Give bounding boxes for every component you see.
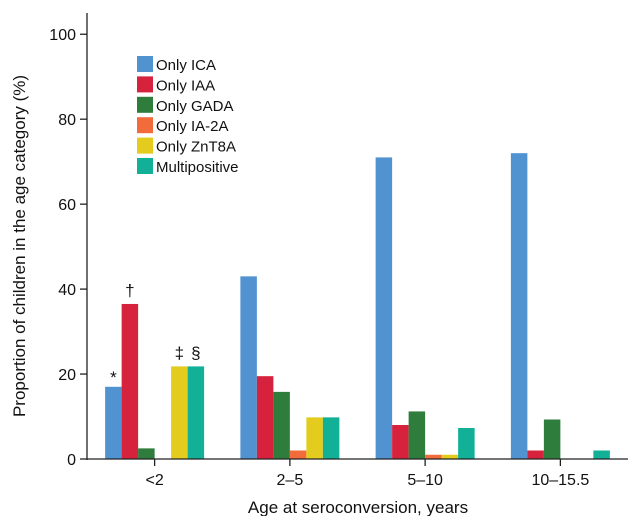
annotation-3: § xyxy=(191,343,200,362)
legend-swatch-2 xyxy=(137,96,153,113)
bar-4-2 xyxy=(441,454,459,459)
bar-5-0 xyxy=(187,366,205,459)
legend-swatch-1 xyxy=(137,76,153,93)
bar-1-2 xyxy=(392,425,409,459)
legend-label-5: Multipositive xyxy=(156,159,239,176)
y-axis-label: Proportion of children in the age catego… xyxy=(10,75,29,417)
x-tick-label-3: 10–15.5 xyxy=(531,472,589,489)
y-tick-label-3: 60 xyxy=(58,197,76,214)
legend-swatch-0 xyxy=(137,56,153,72)
x-tick-label-2: 5–10 xyxy=(407,472,443,489)
bar-2-2 xyxy=(408,411,426,459)
legend-label-4: Only ZnT8A xyxy=(156,139,236,156)
bar-1-0 xyxy=(121,303,139,459)
annotation-0: * xyxy=(110,368,117,387)
axes-layer: 0 20 40 60 80 100 <2 2–5 5–10 10–15.5 xyxy=(49,13,628,489)
bars-layer xyxy=(105,153,610,459)
bar-0-2 xyxy=(375,157,393,459)
y-tick-label-5: 100 xyxy=(49,27,76,44)
bar-2-3 xyxy=(543,419,561,459)
x-axis-label: Age at seroconversion, years xyxy=(248,498,468,516)
annotation-2: ‡ xyxy=(175,343,184,362)
legend-swatch-3 xyxy=(137,117,153,134)
annotation-1: † xyxy=(125,281,134,300)
y-tick-label-1: 20 xyxy=(58,367,76,384)
annotations-layer: * † ‡ § xyxy=(110,281,201,387)
bar-2-0 xyxy=(138,448,155,459)
bar-1-1 xyxy=(256,376,274,459)
legend-label-2: Only GADA xyxy=(156,98,234,115)
x-tick-label-1: 2–5 xyxy=(277,472,304,489)
legend-label-1: Only IAA xyxy=(156,77,215,94)
legend-swatch-4 xyxy=(137,137,153,154)
bar-0-0 xyxy=(105,386,122,459)
x-tick-label-0: <2 xyxy=(146,472,164,489)
bar-5-1 xyxy=(322,417,340,459)
bar-3-1 xyxy=(289,450,307,459)
bar-1-3 xyxy=(527,450,544,459)
legend-swatch-5 xyxy=(137,158,153,174)
y-tick-label-4: 80 xyxy=(58,112,76,129)
bar-0-1 xyxy=(240,276,257,459)
bar-5-2 xyxy=(458,427,475,459)
bar-4-0 xyxy=(171,366,188,459)
bar-0-3 xyxy=(510,153,528,459)
bar-5-3 xyxy=(593,450,610,459)
y-tick-label-0: 0 xyxy=(67,452,76,469)
legend: Only ICA Only IAA Only GADA Only IA-2A Only … xyxy=(137,56,239,176)
bar-4-1 xyxy=(306,417,323,459)
legend-label-3: Only IA-2A xyxy=(156,118,229,135)
y-tick-label-2: 40 xyxy=(58,282,76,299)
bar-2-1 xyxy=(273,391,290,459)
legend-label-0: Only ICA xyxy=(156,57,216,74)
bar-3-2 xyxy=(425,454,442,459)
